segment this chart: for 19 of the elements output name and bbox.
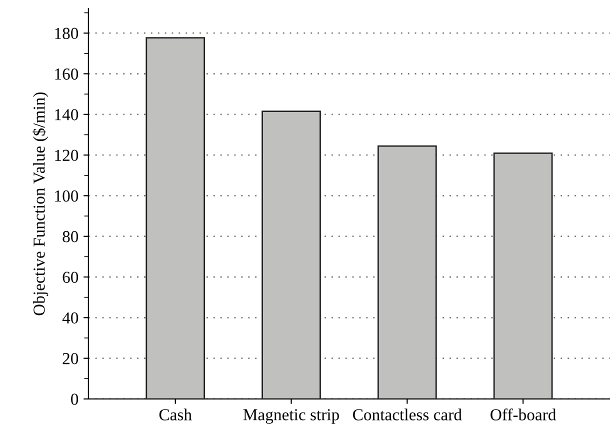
y-tick-label: 20: [62, 352, 78, 364]
y-tick-label: 140: [55, 109, 78, 120]
y-tick-label: 100: [55, 190, 78, 202]
y-tick-label: 60: [62, 272, 78, 283]
x-tick-label: Cash: [159, 408, 192, 420]
y-tick-label: 0: [71, 394, 78, 405]
bar: [493, 152, 553, 399]
y-tick-label: 40: [62, 312, 78, 324]
bar: [146, 37, 206, 399]
x-tick-label: Magnetic strip: [243, 409, 339, 424]
y-axis-title: Objective Function Value ($/min): [32, 92, 48, 316]
bar: [378, 145, 437, 399]
y-tick-label: 80: [62, 231, 78, 242]
x-tick-label: Off-board: [490, 408, 556, 420]
y-tick-label: 180: [55, 28, 78, 40]
x-tick-label: Contactless card: [353, 408, 462, 420]
y-tick-label: 120: [55, 150, 78, 161]
bar: [262, 110, 321, 399]
y-tick-label: 160: [55, 68, 78, 80]
